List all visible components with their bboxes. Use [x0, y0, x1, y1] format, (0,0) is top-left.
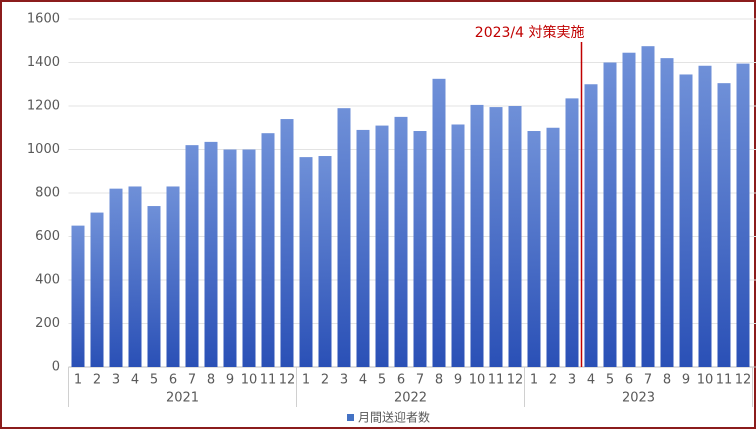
x-group-label: 2022: [394, 391, 427, 406]
bar: [622, 52, 636, 368]
x-tick-label: 6: [397, 373, 405, 388]
x-group-label: 2021: [166, 391, 199, 406]
y-tick-label: 600: [35, 229, 60, 244]
bar: [603, 62, 617, 367]
bar: [470, 104, 484, 367]
bar: [489, 107, 503, 368]
x-tick-label: 11: [716, 373, 733, 388]
x-tick-label: 8: [435, 373, 443, 388]
bar: [242, 149, 256, 367]
bar: [299, 157, 313, 367]
x-tick-label: 5: [150, 373, 158, 388]
x-tick-label: 4: [587, 373, 595, 388]
x-tick-label: 2: [549, 373, 557, 388]
y-tick-label: 1600: [27, 12, 60, 27]
y-tick-label: 800: [35, 186, 60, 201]
bar: [280, 119, 294, 367]
x-group-label: 2023: [622, 391, 655, 406]
y-tick-label: 1400: [27, 55, 60, 70]
x-tick-label: 2: [321, 373, 329, 388]
legend-swatch: [347, 414, 354, 421]
bar: [375, 125, 389, 367]
x-tick-label: 11: [260, 373, 277, 388]
y-tick-label: 0: [52, 360, 60, 375]
y-tick-label: 200: [35, 316, 60, 331]
x-tick-label: 1: [302, 373, 310, 388]
bar: [223, 149, 237, 367]
bar: [185, 145, 199, 367]
bar: [565, 98, 579, 367]
y-tick-label: 400: [35, 273, 60, 288]
x-tick-label: 1: [74, 373, 82, 388]
x-tick-label: 4: [359, 373, 367, 388]
bar: [356, 129, 370, 367]
bar: [432, 78, 446, 367]
annotation-text: 2023/4 対策実施: [475, 24, 585, 41]
bar: [451, 124, 465, 367]
x-tick-label: 9: [226, 373, 234, 388]
bar: [204, 141, 218, 367]
x-tick-label: 11: [488, 373, 505, 388]
x-tick-label: 9: [682, 373, 690, 388]
x-tick-label: 7: [644, 373, 652, 388]
x-tick-label: 10: [469, 373, 486, 388]
bar: [698, 65, 712, 367]
legend-label: 月間送迎者数: [358, 410, 430, 425]
x-tick-label: 5: [378, 373, 386, 388]
x-tick-label: 9: [454, 373, 462, 388]
x-tick-label: 10: [697, 373, 714, 388]
bar: [660, 58, 674, 368]
bar: [717, 83, 731, 367]
bar: [337, 108, 351, 368]
bar: [508, 106, 522, 367]
bar: [261, 133, 275, 367]
x-tick-label: 6: [625, 373, 633, 388]
bar: [546, 127, 560, 367]
bar: [584, 84, 598, 367]
x-tick-label: 4: [131, 373, 139, 388]
x-tick-label: 12: [507, 373, 524, 388]
x-tick-label: 7: [188, 373, 196, 388]
bar: [147, 206, 161, 367]
bar: [736, 63, 750, 368]
bar: [90, 212, 104, 367]
x-tick-label: 5: [606, 373, 614, 388]
x-tick-label: 8: [207, 373, 215, 388]
x-tick-label: 10: [241, 373, 258, 388]
x-tick-label: 3: [112, 373, 120, 388]
bar: [641, 46, 655, 367]
x-tick-label: 2: [93, 373, 101, 388]
bar: [109, 188, 123, 367]
bar: [166, 186, 180, 367]
bar: [128, 186, 142, 367]
y-tick-label: 1200: [27, 99, 60, 114]
x-tick-label: 3: [340, 373, 348, 388]
x-tick-label: 6: [169, 373, 177, 388]
x-tick-label: 7: [416, 373, 424, 388]
y-tick-label: 1000: [27, 142, 60, 157]
bar: [71, 225, 85, 367]
bar: [318, 156, 332, 367]
bar: [527, 131, 541, 367]
x-tick-label: 12: [735, 373, 752, 388]
bar: [679, 74, 693, 368]
bar: [413, 131, 427, 367]
bar: [394, 116, 408, 367]
x-tick-label: 8: [663, 373, 671, 388]
x-tick-label: 3: [568, 373, 576, 388]
x-tick-label: 1: [530, 373, 538, 388]
x-tick-label: 12: [279, 373, 296, 388]
